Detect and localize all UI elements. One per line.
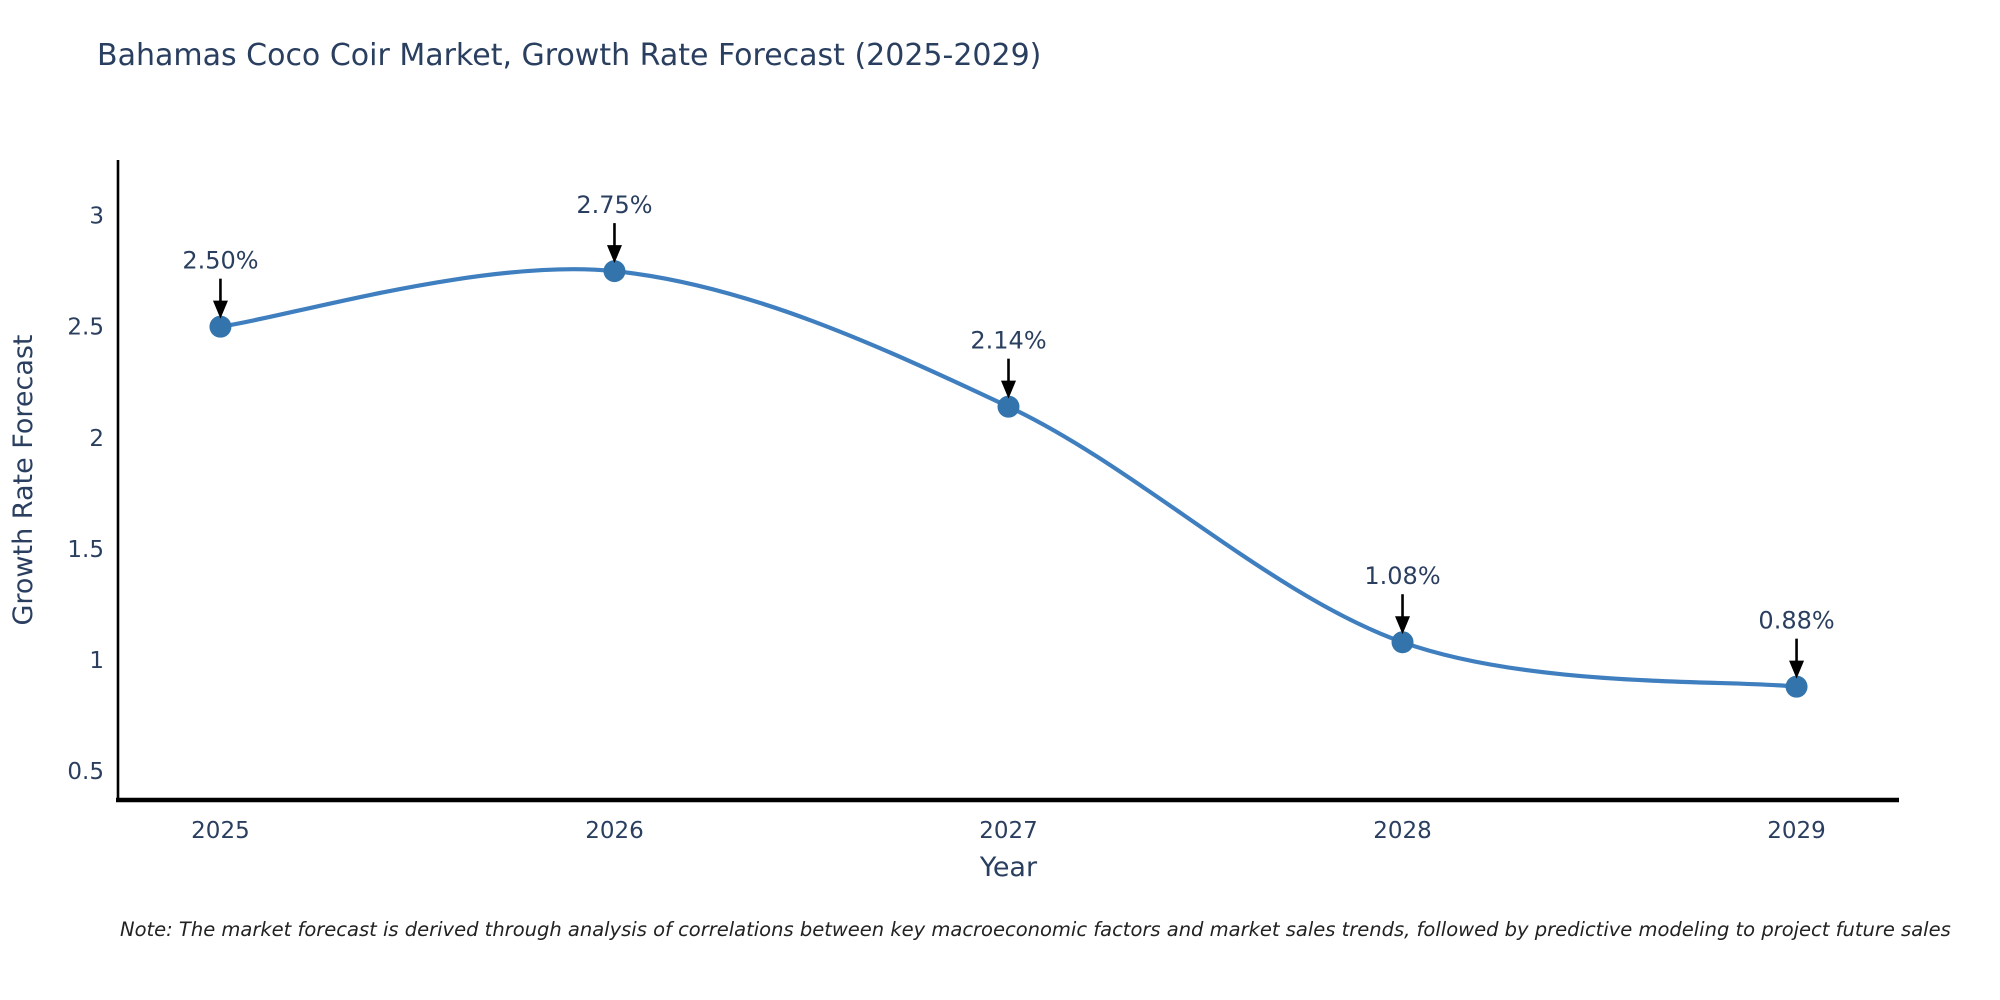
data-point-marker (603, 260, 626, 283)
annotation-arrow-head (212, 300, 228, 319)
data-point-marker (1785, 675, 1808, 698)
footnote: Note: The market forecast is derived thr… (120, 918, 1951, 941)
x-tick-label: 2025 (191, 818, 250, 844)
x-tick-label: 2028 (1373, 818, 1432, 844)
x-axis-title: Year (979, 852, 1038, 883)
point-annotation-label: 2.75% (576, 191, 652, 219)
x-tick-label: 2026 (585, 818, 644, 844)
annotation-arrow-head (1395, 616, 1411, 635)
y-tick-label: 0.5 (67, 759, 104, 785)
y-tick-label: 3 (89, 204, 104, 230)
y-tick-label: 1.5 (67, 537, 104, 563)
data-point-marker (997, 395, 1020, 418)
data-point-marker (209, 315, 232, 338)
chart-title: Bahamas Coco Coir Market, Growth Rate Fo… (97, 38, 1042, 73)
data-point-marker (1391, 631, 1414, 654)
y-tick-label: 1 (89, 648, 104, 674)
point-annotation-label: 1.08% (1364, 562, 1440, 590)
y-axis-title: Growth Rate Forecast (8, 334, 39, 625)
annotation-arrow-head (1001, 380, 1016, 399)
point-annotation-label: 0.88% (1758, 607, 1834, 635)
point-annotation-label: 2.14% (970, 327, 1046, 355)
annotation-arrow-head (1789, 660, 1805, 679)
y-tick-label: 2.5 (67, 315, 104, 341)
x-tick-label: 2029 (1767, 818, 1826, 844)
point-annotation-label: 2.50% (182, 247, 258, 275)
annotation-arrow-head (606, 245, 622, 264)
x-tick-label: 2027 (979, 818, 1038, 844)
y-tick-label: 2 (89, 426, 104, 452)
